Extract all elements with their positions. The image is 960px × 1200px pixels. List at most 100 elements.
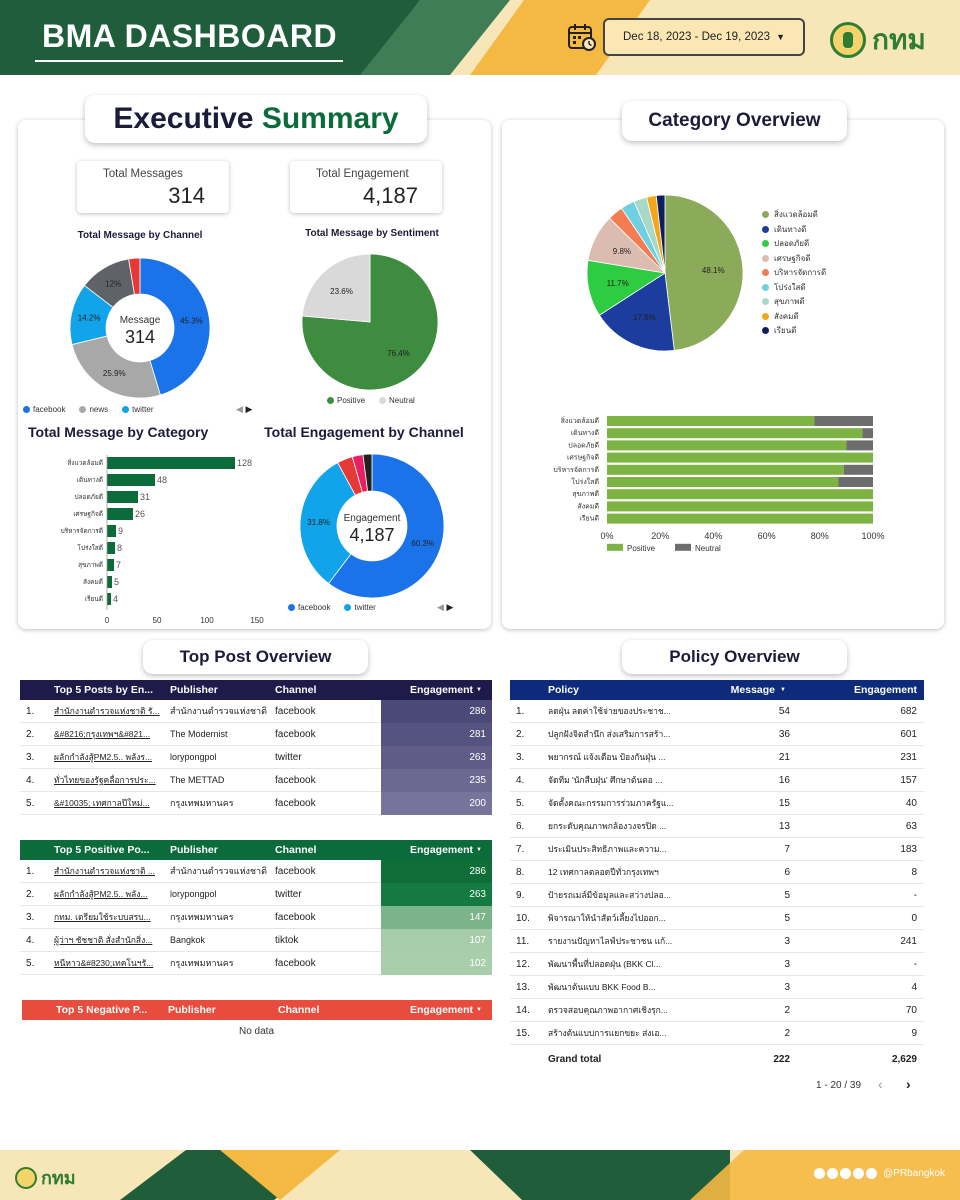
bar[interactable] [107, 474, 155, 486]
pie-slice-Neutral[interactable] [301, 253, 371, 323]
legend-item[interactable]: โปร่งใสดี [762, 281, 826, 296]
table-row[interactable]: 14. ตรวจสอบคุณภาพอากาศเชิงรุก... 2 70 [510, 999, 924, 1022]
table-row[interactable]: 9. ป้ายรถเมล์มีข้อมูลและสว่างปลอ... 5 - [510, 884, 924, 907]
table-row[interactable]: 2. ปลูกฝังจิตสำนึก ส่งเสริมการสร้า... 36 60… [510, 723, 924, 746]
post-link[interactable]: สำนักงานตำรวจแห่งชาติ รั... [54, 706, 160, 716]
table-row[interactable]: 1. สำนักงานตำรวจแห่งชาติ รั... สำนักงานตำร… [20, 700, 492, 723]
legend-item[interactable]: สังคมดี [762, 310, 826, 325]
table-row[interactable]: 3. พยากรณ์ แจ้งเตือน ป้องกันฝุ่น ... 21 231 [510, 746, 924, 769]
table-row[interactable]: 2. &#8216;กรุงเทพฯ&#821... The Modernist fa… [20, 723, 492, 746]
bar-segment-neutral[interactable] [843, 464, 873, 475]
table-row[interactable]: 7. ประเมินประสิทธิภาพและความ... 7 183 [510, 838, 924, 861]
bar-segment-positive[interactable] [607, 477, 839, 487]
post-link[interactable]: หนีหาว&#8230;เทคโนฯรั... [54, 958, 154, 968]
post-link[interactable]: &#10035; เทศกาลปีใหม่... [54, 798, 150, 808]
post-link[interactable]: สำนักงานตำรวจแห่งชาติ ... [54, 866, 156, 876]
table-row[interactable]: 10. พิจารณาให้นำสัตว์เลี้ยงไปออก... 5 0 [510, 907, 924, 930]
bar-segment-positive[interactable] [607, 513, 873, 524]
bar-segment-neutral[interactable] [862, 428, 873, 439]
bar[interactable] [107, 525, 116, 537]
bar-segment-positive[interactable] [607, 501, 873, 512]
legend-pager[interactable]: ◀ ▶ [437, 602, 453, 613]
legend-item[interactable]: ปลอดภัยดี [762, 237, 826, 252]
post-link[interactable]: ผู้ว่าฯ ชัชชาติ สั่งสำนักสิ่ง... [54, 935, 153, 945]
youtube-icon[interactable] [853, 1168, 865, 1179]
table-row[interactable]: 2. ผลักกำลังสู้PM2.5.. พลัง... lorypongpol… [20, 883, 492, 906]
legend-item[interactable]: บริหารจัดการดี [762, 266, 826, 281]
bar-segment-positive[interactable] [607, 464, 844, 475]
post-link[interactable]: ทั่วไทยของรัฐคลื่อการประ... [54, 775, 156, 785]
pie-slice-เดินทางดี[interactable] [598, 272, 675, 352]
legend-item[interactable]: สุขภาพดี [762, 295, 826, 310]
bar[interactable] [107, 576, 112, 588]
table-row[interactable]: 5. หนีหาว&#8230;เทคโนฯรั... กรุงเทพมหานคร f… [20, 952, 492, 975]
bar[interactable] [107, 542, 115, 554]
legend-item-positive[interactable]: Positive [327, 396, 365, 405]
pie-slice-facebook[interactable] [139, 257, 211, 396]
legend-item-neutral[interactable]: Neutral [379, 396, 415, 405]
tiktok-icon[interactable] [866, 1168, 878, 1179]
pie-slice-other-4[interactable] [128, 257, 141, 295]
pie-slice-facebook[interactable] [328, 453, 445, 599]
bar-segment-positive[interactable] [607, 489, 873, 500]
pie-slice-เรียนดี[interactable] [655, 194, 666, 274]
legend-item[interactable]: เศรษฐกิจดี [762, 252, 826, 267]
legend-item-news[interactable]: news [79, 405, 108, 414]
bar-segment-positive[interactable] [607, 452, 873, 463]
table-row[interactable]: 13. พัฒนาต้นแบบ BKK Food B... 3 4 [510, 976, 924, 999]
table-row[interactable]: 3. ผลักกำลังสู้PM2.5.. พลังร... lorypongpo… [20, 746, 492, 769]
legend-item[interactable]: เดินทางดี [762, 223, 826, 238]
table-row[interactable]: 5. &#10035; เทศกาลปีใหม่... กรุงเทพมหานคร f… [20, 792, 492, 815]
bar-segment-positive[interactable] [607, 416, 815, 426]
next-arrow-icon[interactable]: ▶ [446, 602, 454, 612]
post-link[interactable]: ผลักกำลังสู้PM2.5.. พลังร... [54, 752, 153, 762]
next-arrow-icon[interactable]: ▶ [245, 404, 253, 414]
legend-item[interactable]: เรียนดี [762, 324, 826, 339]
legend-item-twitter[interactable]: twitter [122, 405, 154, 414]
table-row[interactable]: 11. รายงานปัญหาไลฟ์ประชาชน แก้... 3 241 [510, 930, 924, 953]
table-row[interactable]: 4. ทั่วไทยของรัฐคลื่อการประ... The METTAD f… [20, 769, 492, 792]
table-header[interactable]: Top 5 Negative P... Publisher Channel Engag… [22, 1000, 492, 1020]
legend-item-facebook[interactable]: facebook [288, 603, 330, 612]
table-row[interactable]: 4. จัดทีม 'นักสืบฝุ่น' ศึกษาต้นตอ ... 16 15… [510, 769, 924, 792]
date-range-picker[interactable]: Dec 18, 2023 - Dec 19, 2023 ▼ [603, 18, 805, 56]
table-header[interactable]: Top 5 Positive Po... Publisher Channel Enga… [20, 840, 492, 860]
calendar-icon[interactable] [567, 22, 597, 52]
prev-arrow-icon[interactable]: ◀ [437, 602, 444, 612]
facebook-icon[interactable] [827, 1168, 839, 1179]
bar[interactable] [107, 508, 133, 520]
category-pie-chart[interactable]: 48.1% 17.8% 11.7% 9.8% [580, 193, 750, 358]
next-page-icon[interactable]: › [906, 1076, 911, 1092]
legend-label[interactable]: Positive [627, 544, 656, 553]
bar-segment-neutral[interactable] [838, 477, 873, 487]
bar-segment-neutral[interactable] [846, 440, 873, 451]
pie-slice-สิ่งแวดล้อมดี[interactable] [664, 194, 744, 351]
table-row[interactable]: 3. กทม. เตรียมใช้ระบบสรบ... กรุงเทพมหานคร f… [20, 906, 492, 929]
line-icon[interactable] [814, 1168, 826, 1179]
prev-arrow-icon[interactable]: ◀ [236, 404, 243, 414]
post-link[interactable]: ผลักกำลังสู้PM2.5.. พลัง... [54, 889, 148, 899]
table-row[interactable]: 4. ผู้ว่าฯ ชัชชาติ สั่งสำนักสิ่ง... Bangko… [20, 929, 492, 952]
pie-slice-other-4[interactable] [362, 453, 373, 492]
bar-segment-positive[interactable] [607, 440, 847, 451]
post-link[interactable]: &#8216;กรุงเทพฯ&#821... [54, 729, 151, 739]
table-row[interactable]: 12. พัฒนาพื้นที่ปลอดฝุ่น (BKK Cl... 3 - [510, 953, 924, 976]
bar-segment-neutral[interactable] [814, 416, 873, 426]
table-header[interactable]: Top 5 Posts by En... Publisher Channel Enga… [20, 680, 492, 700]
legend-item[interactable]: สิ่งแวดล้อมดี [762, 208, 826, 223]
table-row[interactable]: 1. ลดฝุ่น ลดค่าใช้จ่ายของประชาช... 54 682 [510, 700, 924, 723]
bar[interactable] [107, 457, 235, 469]
bar[interactable] [107, 491, 138, 503]
pie-slice-twitter[interactable] [299, 462, 356, 585]
instagram-icon[interactable] [840, 1168, 852, 1179]
bar[interactable] [107, 593, 111, 605]
table-row[interactable]: 15. สร้างต้นแบบการแยกขยะ ส่งเอ... 2 9 [510, 1022, 924, 1045]
table-row[interactable]: 6. ยกระดับคุณภาพกล้องวงจรปิด ... 13 63 [510, 815, 924, 838]
category-sentiment-stacked-bar[interactable]: สิ่งแวดล้อมดีเดินทางดีปลอดภัยดีเศรษฐกิจด… [520, 410, 920, 570]
prev-page-icon[interactable]: ‹ [878, 1076, 883, 1092]
legend-item-twitter[interactable]: twitter [344, 603, 376, 612]
table-row[interactable]: 1. สำนักงานตำรวจแห่งชาติ ... สำนักงานตำรวจ… [20, 860, 492, 883]
